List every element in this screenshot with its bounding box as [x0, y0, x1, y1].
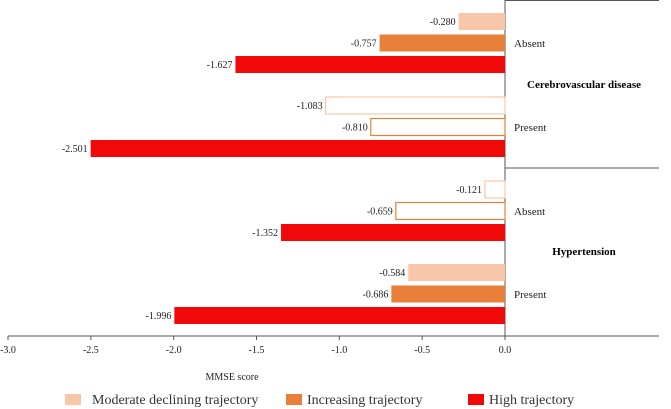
bar — [370, 117, 506, 137]
bar — [90, 140, 505, 157]
group-label: Absent — [514, 206, 545, 218]
legend-label: Moderate declining trajectory — [92, 393, 258, 408]
bar-value-label: -0.121 — [456, 185, 482, 196]
x-tick-label: -2.5 — [83, 345, 99, 356]
panel-label: Cerebrovascular disease — [527, 79, 641, 91]
group-label: Present — [514, 289, 546, 301]
x-tick-label: -3.0 — [0, 345, 16, 356]
bar-value-label: -0.757 — [351, 39, 377, 50]
legend-swatch — [468, 394, 484, 405]
bar — [281, 224, 505, 241]
bar-value-label: -1.083 — [297, 101, 323, 112]
bar-value-label: -2.501 — [62, 144, 88, 155]
bar — [458, 13, 505, 30]
bar-value-label: -0.686 — [363, 290, 389, 301]
group-label: Absent — [514, 38, 545, 50]
bar — [484, 180, 506, 199]
bar-value-label: -1.627 — [207, 60, 233, 71]
legend-label: Increasing trajectory — [307, 393, 422, 408]
x-tick-label: -0.5 — [414, 345, 430, 356]
bar — [174, 307, 505, 324]
bar-value-label: -1.352 — [252, 228, 278, 239]
x-tick-label: -1.0 — [331, 345, 347, 356]
x-axis-ticks: -3.0 -2.5 -2.0 -1.5 -1.0 -0.5 0.0 — [0, 336, 511, 356]
legend-swatch — [286, 394, 302, 405]
x-tick-label: 0.0 — [499, 345, 512, 356]
bars — [90, 13, 506, 324]
bar-value-label: -1.996 — [145, 311, 171, 322]
bar — [395, 201, 506, 221]
bar — [408, 264, 505, 281]
bar-value-label: -0.584 — [379, 268, 405, 279]
axes-lines — [8, 0, 659, 337]
legend-swatch — [65, 394, 81, 405]
bar-value-label: -0.659 — [367, 207, 393, 218]
panel-label: Hypertension — [552, 246, 616, 258]
x-tick-label: -2.0 — [166, 345, 182, 356]
x-axis-label: MMSE score — [205, 372, 259, 383]
legend: Moderate declining trajectory Increasing … — [65, 393, 574, 408]
bar — [379, 34, 505, 52]
bar-value-label: -0.280 — [430, 17, 456, 28]
bar — [391, 285, 505, 303]
bar-value-label: -0.810 — [342, 123, 368, 134]
bar — [235, 56, 505, 73]
x-tick-label: -1.5 — [249, 345, 265, 356]
value-labels: Cerebrovascular disease Absent -0.280 -0.75… — [62, 17, 641, 322]
bar — [324, 96, 506, 115]
group-label: Present — [514, 122, 546, 134]
legend-label: High trajectory — [489, 393, 574, 408]
